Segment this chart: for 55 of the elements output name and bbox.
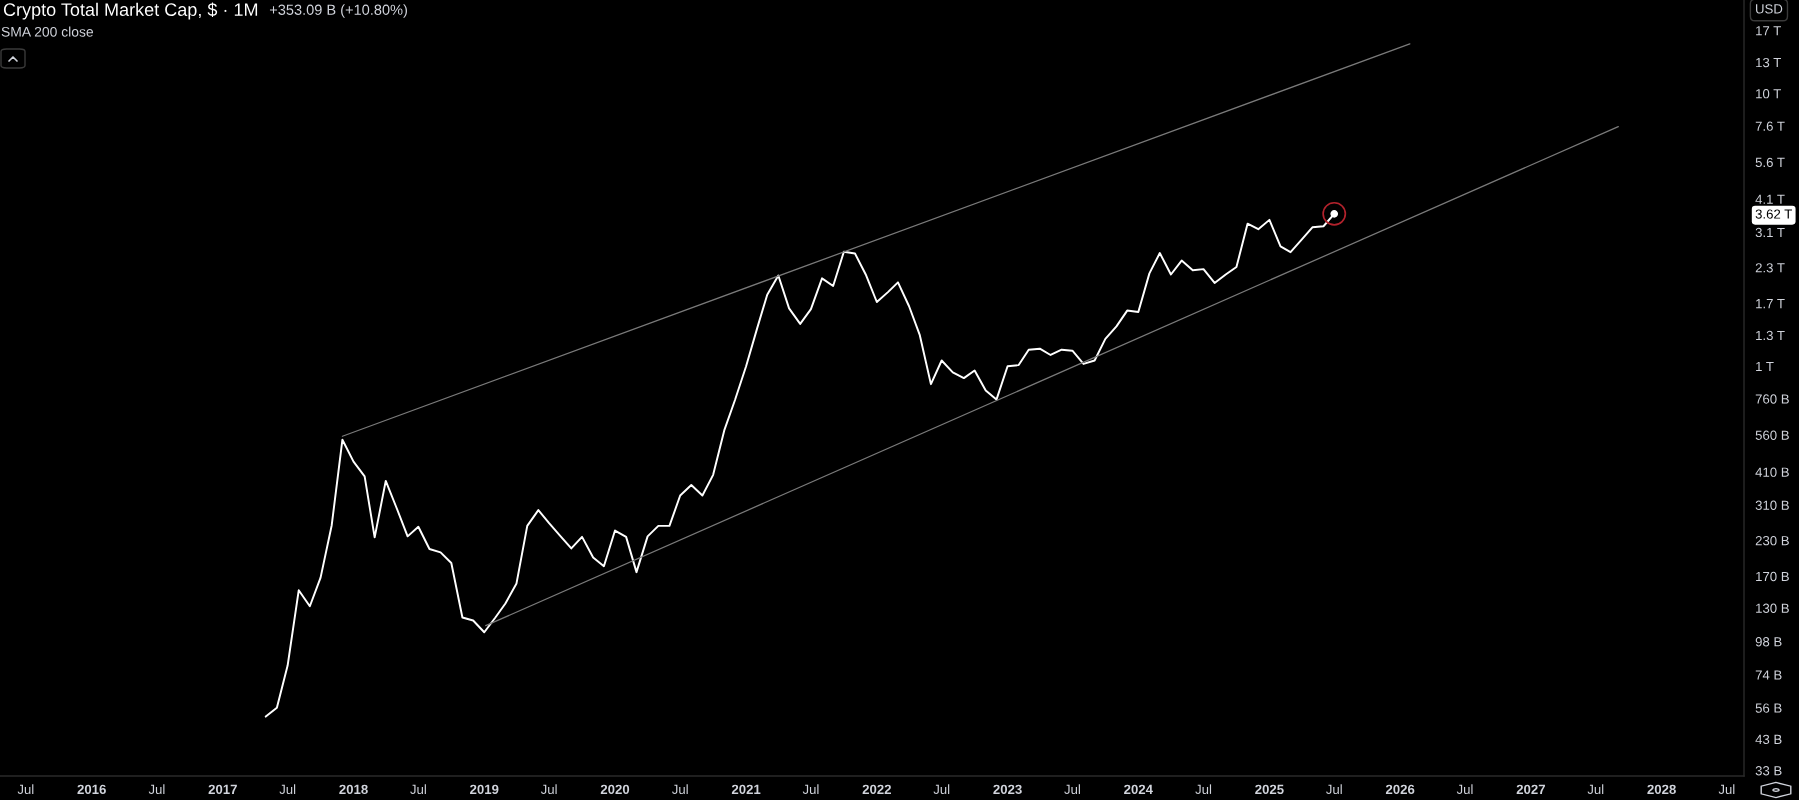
x-tick-label: 2022 xyxy=(862,784,891,795)
y-tick-label: 2.3 T xyxy=(1755,263,1785,273)
y-tick-label: 74 B xyxy=(1755,670,1782,680)
x-tick-label: 2023 xyxy=(993,784,1022,795)
x-tick-label: Jul xyxy=(1587,784,1604,795)
y-tick-label: 3.1 T xyxy=(1755,227,1785,238)
y-tick-label: 5.6 T xyxy=(1755,157,1785,168)
x-tick-label: 2020 xyxy=(600,784,630,795)
x-tick-label: 2027 xyxy=(1516,784,1545,795)
x-tick-label: Jul xyxy=(1326,784,1342,795)
y-tick-label: 410 B xyxy=(1755,467,1789,477)
y-tick-label: 1.7 T xyxy=(1756,299,1785,309)
x-tick-label: Jul xyxy=(1064,784,1080,795)
x-tick-label: Jul xyxy=(671,784,688,795)
y-tick-label: 4.1 T xyxy=(1755,194,1785,204)
x-tick-label: Jul xyxy=(279,784,296,795)
y-tick-label: 7.6 T xyxy=(1755,121,1785,131)
y-tick-label: 560 B xyxy=(1755,430,1789,440)
y-tick-label: 310 B xyxy=(1755,500,1789,510)
y-tick-label: 13 T xyxy=(1756,57,1781,68)
y-tick-label: 130 B xyxy=(1756,603,1789,613)
x-tick-label: 2026 xyxy=(1385,784,1415,795)
x-tick-label: Jul xyxy=(802,784,819,795)
x-tick-label: Jul xyxy=(410,784,426,795)
x-tick-label: 2025 xyxy=(1255,784,1284,795)
annotation: +353.09 B (+10.80%) xyxy=(269,4,407,18)
x-tick-label: 2017 xyxy=(208,784,237,795)
x-tick-label: Jul xyxy=(540,784,557,795)
x-tick-label: Jul xyxy=(148,784,165,795)
y-tick-label: 170 B xyxy=(1756,571,1789,582)
text: USD xyxy=(1756,4,1783,14)
x-tick-label: 2019 xyxy=(470,784,499,795)
y-tick-label: 98 B xyxy=(1755,637,1782,647)
y-tick-label: 56 B xyxy=(1755,703,1782,713)
y-tick-label: 10 T xyxy=(1756,89,1781,99)
y-tick-label: 17 T xyxy=(1756,26,1781,36)
x-tick-label: Jul xyxy=(1718,784,1735,795)
x-tick-label: 2024 xyxy=(1124,784,1153,795)
x-tick-label: 2016 xyxy=(77,784,106,795)
y-tick-label: 760 B xyxy=(1755,394,1789,404)
y-tick-label: 230 B xyxy=(1755,535,1789,546)
x-tick-label: Jul xyxy=(933,784,950,795)
y-tick-label: 1.3 T xyxy=(1756,330,1785,341)
x-tick-label: Jul xyxy=(1195,784,1212,795)
chart-title: Crypto Total Market Cap, $ · 1M xyxy=(3,2,258,20)
x-tick-label: 2021 xyxy=(731,784,761,795)
x-tick-label: 2018 xyxy=(339,784,368,795)
y-tick-label: 43 B xyxy=(1755,734,1782,745)
y-tick-label: 3.62 T xyxy=(1755,209,1792,219)
x-tick-label: 2028 xyxy=(1647,784,1676,795)
x-tick-label: Jul xyxy=(1456,784,1473,795)
x-tick-label: Jul xyxy=(17,784,34,795)
y-tick-label: 33 B xyxy=(1755,766,1782,776)
text: SMA 200 close xyxy=(1,26,94,37)
y-tick-label: 1 T xyxy=(1756,361,1774,372)
